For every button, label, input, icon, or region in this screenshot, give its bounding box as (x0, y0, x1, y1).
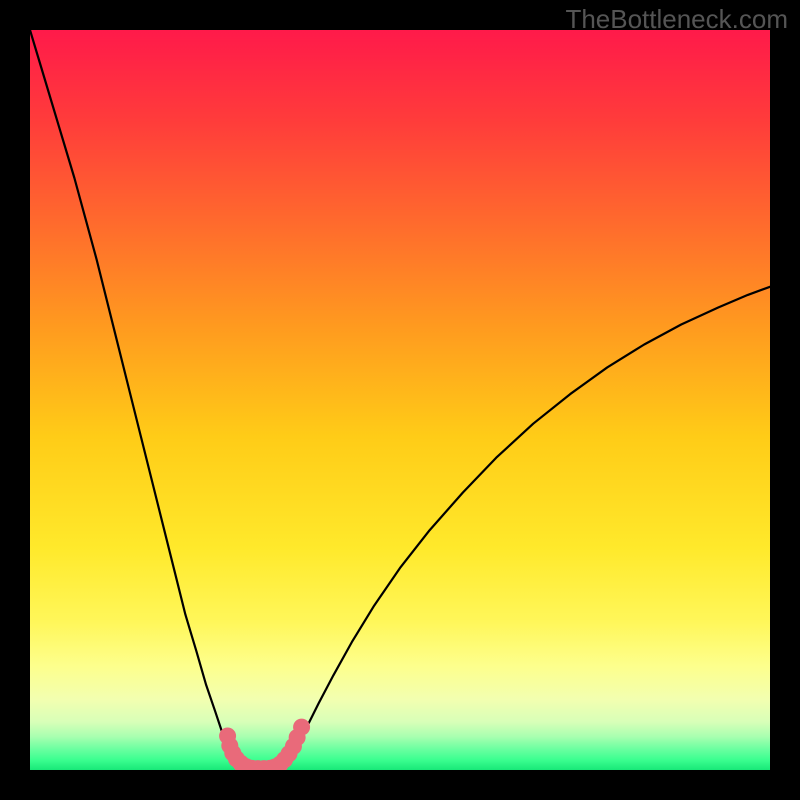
marker-dot (293, 719, 310, 736)
watermark-text: TheBottleneck.com (565, 4, 788, 35)
chart-svg (30, 30, 770, 770)
gradient-background (30, 30, 770, 770)
plot-area (30, 30, 770, 770)
